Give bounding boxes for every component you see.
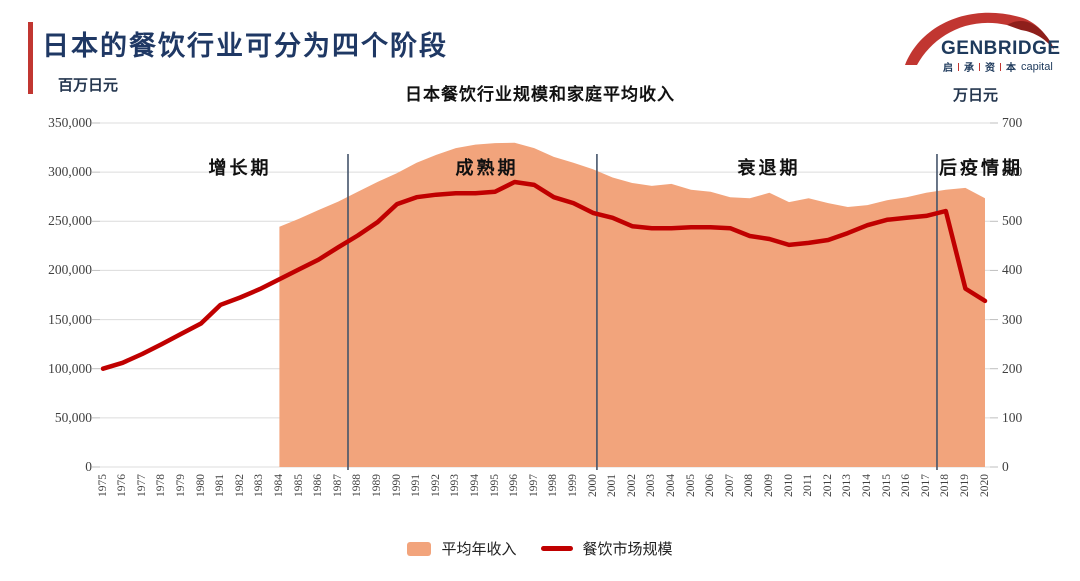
- x-axis-year-label: 1996: [508, 474, 521, 497]
- right-axis-tick-label: 0: [1002, 459, 1009, 474]
- x-axis-year-label: 2008: [743, 474, 756, 497]
- logo-subtext: 启 承 资 本 capital: [943, 59, 1053, 75]
- x-axis-year-label: 2020: [978, 474, 991, 497]
- left-axis-tick-label: 0: [85, 459, 92, 474]
- page-title: 日本的餐饮行业可分为四个阶段: [42, 31, 448, 61]
- phase-label: 成熟期: [455, 158, 519, 178]
- line-legend-label: 餐饮市场规模: [582, 542, 673, 558]
- x-axis-year-label: 2015: [880, 474, 893, 497]
- x-axis-year-label: 1989: [370, 474, 383, 497]
- x-axis-year-label: 1980: [194, 474, 207, 497]
- left-axis-tick-label: 300,000: [48, 164, 92, 179]
- left-axis-unit: 百万日元: [58, 78, 119, 94]
- x-axis-year-label: 1990: [390, 474, 403, 497]
- x-axis-year-label: 2012: [821, 474, 834, 497]
- phase-label: 后疫情期: [939, 158, 1023, 178]
- x-axis-year-label: 1993: [449, 474, 462, 497]
- right-axis-tick-label: 200: [1002, 361, 1023, 376]
- logo-cn-char: 资: [985, 63, 995, 74]
- chart-legend: 平均年收入 餐饮市场规模: [0, 538, 1080, 559]
- x-axis-year-label: 2011: [802, 474, 815, 497]
- x-axis-year-label: 1987: [331, 474, 344, 497]
- right-axis-unit: 万日元: [953, 88, 999, 104]
- x-axis-year-label: 2004: [664, 474, 677, 497]
- x-axis-year-label: 2014: [860, 474, 873, 497]
- left-axis-tick-label: 200,000: [48, 262, 92, 277]
- right-axis-tick-label: 400: [1002, 262, 1023, 277]
- x-axis-year-label: 2013: [841, 474, 854, 497]
- area-legend-swatch: [407, 541, 432, 556]
- income-area-series: [279, 142, 985, 467]
- left-axis-tick-label: 350,000: [48, 115, 92, 130]
- x-axis-year-label: 1985: [292, 474, 305, 497]
- logo-separator: [1000, 62, 1001, 71]
- x-axis-year-label: 2000: [586, 474, 599, 497]
- x-axis-year-label: 1981: [214, 474, 227, 497]
- left-axis-tick-label: 50,000: [54, 410, 92, 425]
- area-legend-label: 平均年收入: [441, 542, 517, 558]
- title-accent-bar: [28, 22, 33, 94]
- right-axis-tick-label: 600: [1002, 164, 1023, 179]
- logo-cn-char: 本: [1006, 63, 1016, 74]
- x-axis-year-label: 1991: [410, 474, 423, 497]
- x-axis-year-label: 1975: [96, 474, 109, 497]
- x-axis-year-label: 1998: [547, 474, 560, 497]
- x-axis-year-label: 1984: [272, 474, 285, 497]
- line-legend-swatch: [540, 546, 573, 551]
- right-axis-tick-label: 100: [1002, 410, 1023, 425]
- right-axis-tick-label: 500: [1002, 213, 1023, 228]
- x-axis-year-label: 1977: [135, 474, 148, 497]
- logo-separator: [958, 62, 959, 71]
- x-axis-year-label: 2017: [919, 474, 932, 497]
- x-axis-year-label: 2006: [704, 474, 717, 497]
- left-axis-tick-label: 250,000: [48, 213, 92, 228]
- left-axis-tick-label: 100,000: [48, 361, 92, 376]
- logo-cn-char: 承: [964, 63, 974, 74]
- x-axis-year-label: 2002: [625, 474, 638, 497]
- x-axis-year-label: 2016: [900, 474, 913, 497]
- x-axis-year-label: 1999: [566, 474, 579, 497]
- x-axis-year-label: 1992: [429, 474, 442, 497]
- x-axis-year-label: 1982: [233, 474, 246, 497]
- market-size-line-series: [100, 179, 988, 371]
- x-axis-year-label: 1994: [468, 474, 481, 497]
- x-axis-year-label: 1995: [488, 474, 501, 497]
- x-axis-year-label: 2007: [723, 474, 736, 497]
- x-axis-year-label: 1983: [253, 474, 266, 497]
- chart-title: 日本餐饮行业规模和家庭平均收入: [405, 85, 675, 104]
- x-axis-year-label: 1997: [527, 474, 540, 497]
- x-axis-year-label: 2003: [645, 474, 658, 497]
- logo-separator: [979, 62, 980, 71]
- logo-wordmark: GENBRIDGE: [941, 38, 1061, 59]
- x-axis-year-label: 1986: [312, 474, 325, 497]
- right-axis-tick-label: 700: [1002, 115, 1023, 130]
- left-axis-tick-label: 150,000: [48, 312, 92, 327]
- x-axis-year-label: 1979: [174, 474, 187, 497]
- phase-label: 衰退期: [737, 158, 801, 178]
- x-axis-year-label: 2005: [684, 474, 697, 497]
- x-axis-year-label: 2009: [762, 474, 775, 497]
- right-axis-tick-label: 300: [1002, 312, 1023, 327]
- x-axis-year-label: 1976: [116, 474, 129, 497]
- x-axis-year-label: 2001: [606, 474, 619, 497]
- x-axis-year-label: 2010: [782, 474, 795, 497]
- logo-cn-char: 启: [943, 63, 953, 74]
- phase-label: 增长期: [208, 158, 272, 178]
- logo-capital-text: capital: [1021, 60, 1053, 73]
- x-axis-year-label: 1988: [351, 474, 364, 497]
- x-axis-year-label: 2019: [958, 474, 971, 497]
- genbridge-logo: GENBRIDGE 启 承 资 本 capital: [901, 8, 1066, 74]
- x-axis-year-label: 1978: [155, 474, 168, 497]
- x-axis-year-label: 2018: [939, 474, 952, 497]
- bridge-arch-icon: [905, 12, 1054, 65]
